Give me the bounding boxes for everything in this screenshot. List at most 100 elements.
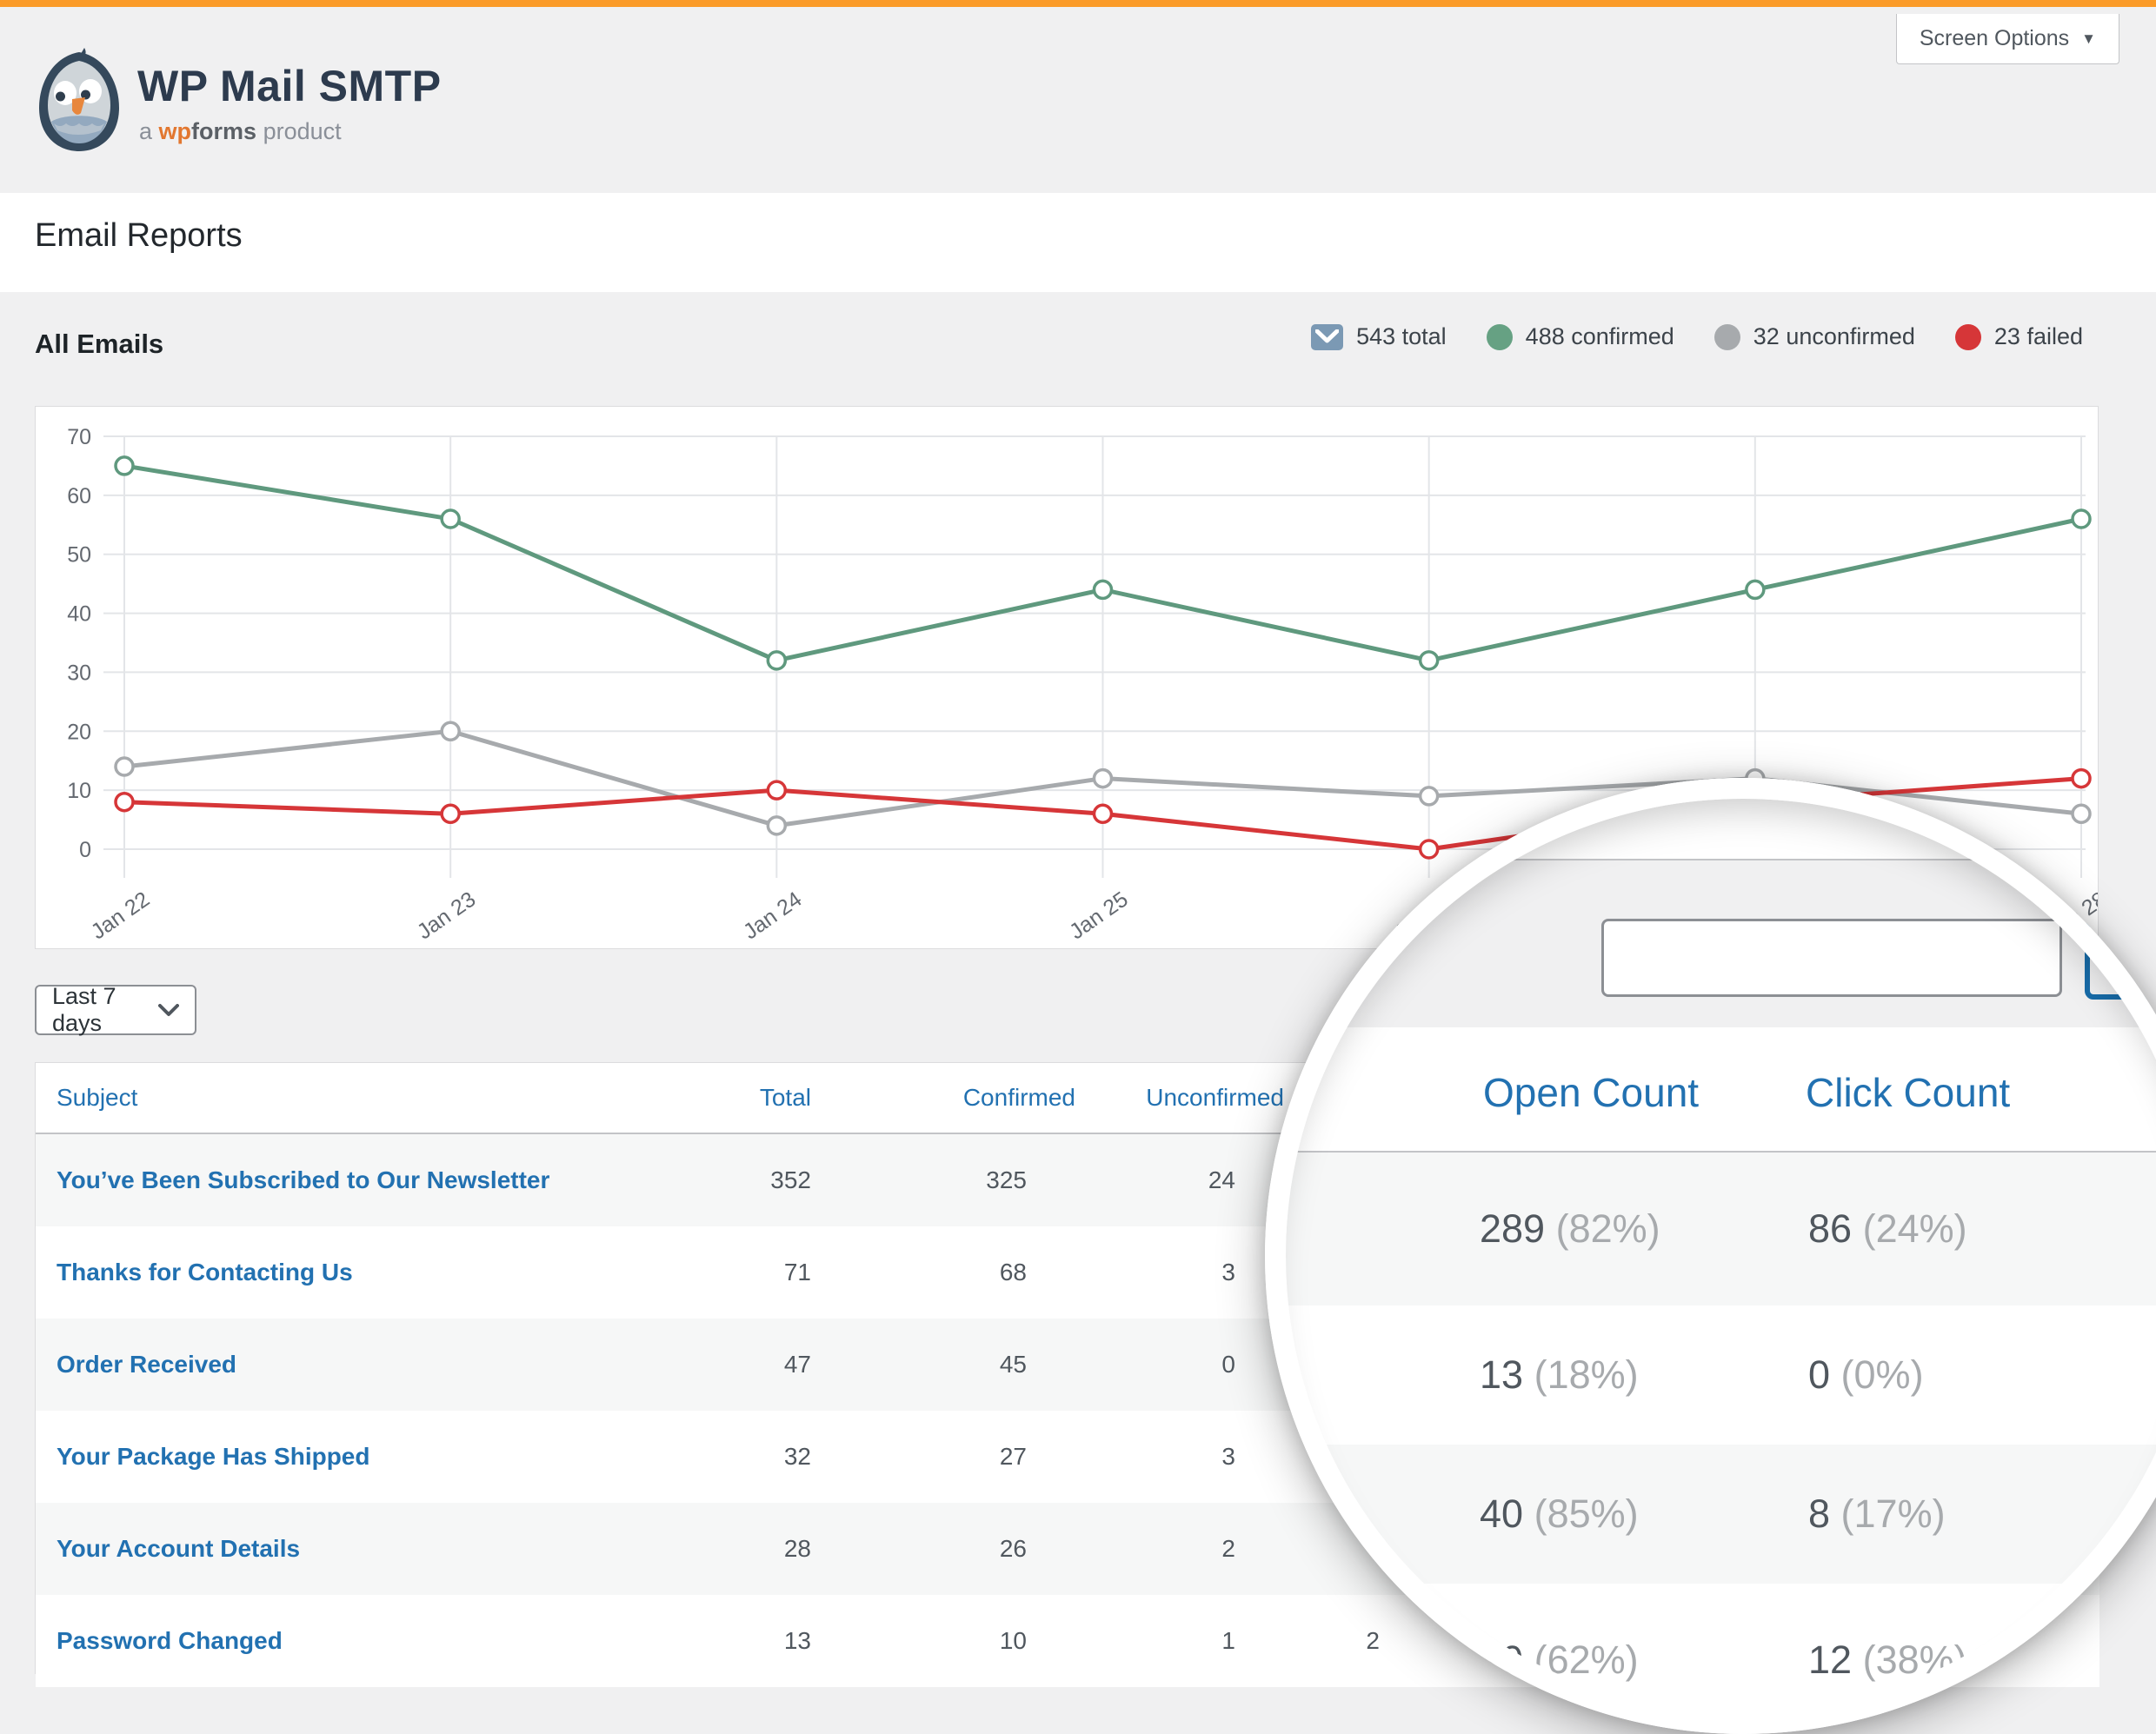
tagline-prefix: a — [139, 118, 153, 144]
total-cell: 71 — [783, 1259, 811, 1286]
legend-item: 543 total — [1311, 323, 1447, 350]
unconfirmed-cell: 2 — [1221, 1535, 1235, 1562]
date-range-select[interactable]: Last 7 days — [35, 983, 196, 1036]
app-header: WP Mail SMTP a wpforms product Screen Op… — [0, 7, 2156, 193]
confirmed-cell: 27 — [999, 1443, 1027, 1470]
svg-text:70: 70 — [67, 425, 91, 449]
page-title-band: Email Reports — [0, 193, 2156, 292]
app-tagline: a wpforms product — [139, 118, 342, 145]
header-divider — [1265, 1151, 2156, 1153]
legend-item: 32 unconfirmed — [1713, 323, 1915, 350]
search-button[interactable] — [2085, 920, 2156, 1000]
legend-label: 23 failed — [1993, 323, 2083, 349]
chevron-down-icon: ▼ — [2081, 30, 2096, 47]
open-count-value: 13 — [1480, 1352, 1524, 1397]
click-count-percent: (24%) — [1862, 1206, 1967, 1251]
confirmed-cell: 10 — [999, 1627, 1027, 1654]
legend-label: 488 confirmed — [1525, 323, 1674, 349]
chevron-down-icon — [158, 1003, 179, 1016]
column-header-open-count[interactable]: Open Count — [1483, 1070, 1700, 1115]
subject-link[interactable]: Password Changed — [57, 1627, 283, 1654]
svg-text:Jan 23: Jan 23 — [413, 887, 481, 944]
svg-text:60: 60 — [67, 484, 91, 508]
open-count-percent: (82%) — [1555, 1206, 1660, 1251]
magnifier-lens: Open Count Click Count 289 (82%) 86 (24%… — [1265, 778, 2156, 1734]
magnified-table-row: 13 (18%) 0 (0%) — [1265, 1305, 2156, 1445]
magnified-toolbar — [1265, 860, 2156, 1027]
total-cell: 47 — [783, 1351, 811, 1378]
envelope-icon — [1311, 323, 1344, 350]
click-count-percent: (0%) — [1840, 1352, 1924, 1397]
click-count-value: 8 — [1808, 1492, 1831, 1536]
magnified-table-row: 20 (62%) 12 (38%) — [1265, 1584, 2156, 1734]
legend-dot-icon — [1486, 323, 1513, 350]
confirmed-cell: 26 — [999, 1535, 1027, 1562]
column-header-confirmed[interactable]: Confirmed — [962, 1084, 1075, 1111]
subject-link[interactable]: Your Package Has Shipped — [57, 1443, 370, 1470]
confirmed-cell: 325 — [986, 1166, 1027, 1193]
confirmed-cell: 45 — [999, 1351, 1027, 1378]
total-cell: 28 — [783, 1535, 811, 1562]
tagline-suffix: product — [263, 118, 342, 144]
legend-label: 543 total — [1356, 323, 1447, 349]
total-cell: 13 — [783, 1627, 811, 1654]
legend-item: 488 confirmed — [1486, 323, 1674, 350]
open-count-value: 289 — [1480, 1206, 1546, 1251]
legend-dot-icon — [1954, 323, 1981, 350]
click-count-value: 0 — [1808, 1352, 1831, 1397]
open-count-value: 20 — [1480, 1637, 1524, 1682]
tagline-brand-wp: wp — [158, 118, 192, 144]
subject-link[interactable]: You’ve Been Subscribed to Our Newsletter — [57, 1166, 550, 1193]
screen-options-label: Screen Options — [1919, 26, 2070, 50]
column-header-unconfirmed[interactable]: Unconfirmed — [1146, 1084, 1284, 1111]
legend-item: 23 failed — [1954, 323, 2083, 350]
click-count-value: 12 — [1808, 1637, 1853, 1682]
chart-legend: 543 total 488 confirmed 32 unconfirmed 2… — [1311, 323, 2083, 350]
open-count-percent: (85%) — [1534, 1492, 1639, 1536]
subject-link[interactable]: Your Account Details — [57, 1535, 301, 1562]
magnifier-content: Open Count Click Count 289 (82%) 86 (24%… — [1265, 778, 2156, 1734]
svg-text:Jan 25: Jan 25 — [1065, 887, 1133, 944]
unconfirmed-cell: 3 — [1221, 1259, 1235, 1286]
wp-mail-smtp-logo — [35, 45, 123, 155]
magnified-table: Open Count Click Count 289 (82%) 86 (24%… — [1265, 1027, 2156, 1734]
app-title: WP Mail SMTP — [137, 62, 442, 110]
magnified-header-row: Open Count Click Count — [1265, 1027, 2156, 1151]
open-count-value: 40 — [1480, 1492, 1524, 1536]
open-count-percent: (62%) — [1534, 1637, 1639, 1682]
page-title: Email Reports — [35, 217, 243, 254]
svg-text:40: 40 — [67, 602, 91, 627]
column-header-click-count[interactable]: Click Count — [1806, 1070, 2011, 1115]
click-count-percent: (17%) — [1840, 1492, 1946, 1536]
unconfirmed-cell: 3 — [1221, 1443, 1235, 1470]
unconfirmed-cell: 24 — [1208, 1166, 1235, 1193]
legend-dot-icon — [1713, 323, 1740, 350]
svg-text:0: 0 — [79, 838, 91, 862]
magnified-table-row: 289 (82%) 86 (24%) — [1265, 1153, 2156, 1305]
click-count-percent: (38%) — [1862, 1637, 1967, 1682]
unconfirmed-cell: 0 — [1221, 1351, 1235, 1378]
total-cell: 32 — [783, 1443, 811, 1470]
subject-link[interactable]: Thanks for Contacting Us — [57, 1259, 353, 1286]
magnified-table-row: 40 (85%) 8 (17%) — [1265, 1445, 2156, 1584]
column-header-total[interactable]: Total — [759, 1084, 811, 1111]
date-range-value: Last 7 days — [52, 983, 116, 1036]
search-input[interactable] — [1601, 919, 2062, 997]
section-title: All Emails — [35, 329, 164, 359]
tagline-brand-forms: forms — [191, 118, 257, 144]
confirmed-cell: 68 — [999, 1259, 1027, 1286]
svg-text:50: 50 — [67, 543, 91, 568]
magnified-rows: 289 (82%) 86 (24%) 13 (18%) 0 (0%) 40 (8… — [1265, 1153, 2156, 1734]
top-accent-bar — [0, 0, 2156, 7]
pigeon-icon — [39, 48, 119, 151]
svg-text:30: 30 — [67, 661, 91, 685]
svg-text:Jan 24: Jan 24 — [739, 887, 807, 944]
svg-text:Jan 22: Jan 22 — [87, 887, 155, 944]
open-count-percent: (18%) — [1534, 1352, 1639, 1397]
screen-options-button[interactable]: Screen Options ▼ — [1895, 14, 2119, 64]
column-header-subject[interactable]: Subject — [57, 1084, 138, 1111]
unconfirmed-cell: 1 — [1221, 1627, 1235, 1654]
total-cell: 352 — [770, 1166, 811, 1193]
subject-link[interactable]: Order Received — [57, 1351, 236, 1378]
